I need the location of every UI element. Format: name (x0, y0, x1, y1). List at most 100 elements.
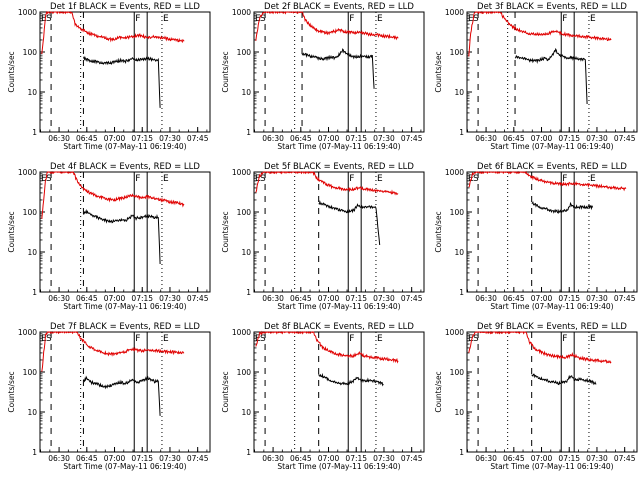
x-axis-label: Start Time (07-May-11 06:19:40) (63, 142, 186, 151)
y-tick-label: 1000 (232, 168, 251, 177)
x-tick-label: 07:00 (104, 454, 126, 463)
x-tick-label: 06:30 (262, 454, 284, 463)
plot-frame (39, 331, 211, 453)
marker-label-e: E (590, 14, 596, 24)
plot-frame (253, 11, 425, 133)
y-axis-label: Counts/sec (221, 51, 230, 92)
x-tick-label: 06:30 (48, 294, 70, 303)
marker-label-f: F (562, 334, 567, 344)
x-tick-label: 07:30 (159, 294, 181, 303)
y-axis-label: Counts/sec (7, 371, 16, 412)
marker-label-f: F (135, 174, 140, 184)
x-tick-label: 07:45 (614, 134, 636, 143)
lld-series-line (41, 10, 185, 55)
x-tick-label: 07:15 (345, 454, 367, 463)
x-tick-label: 06:45 (290, 454, 312, 463)
events-series-line (301, 48, 375, 89)
y-tick-label: 100 (237, 208, 252, 217)
y-tick-label: 1000 (232, 328, 251, 337)
y-tick-label: 1 (32, 288, 37, 297)
y-axis-label: Counts/sec (7, 51, 16, 92)
y-axis-label: Counts/sec (434, 51, 443, 92)
y-tick-label: 100 (450, 48, 465, 57)
lld-series-line (41, 170, 185, 219)
y-tick-label: 1 (32, 448, 37, 457)
y-tick-label: 1000 (18, 168, 37, 177)
y-tick-label: 100 (23, 208, 38, 217)
panel-title: Det 1f BLACK = Events, RED = LLD (50, 2, 200, 12)
panel-4: Det 4f BLACK = Events, RED = LLD 1 10 100 10… (7, 162, 211, 311)
events-series-line (318, 199, 381, 246)
y-tick-label: 10 (454, 248, 464, 257)
y-tick-label: 10 (27, 408, 37, 417)
y-tick-label: 10 (454, 88, 464, 97)
marker-label-s: S (260, 14, 266, 24)
marker-label-e: E (468, 14, 474, 24)
panel-1: Det 1f BLACK = Events, RED = LLD 1 10 100 10… (7, 2, 211, 151)
x-tick-label: 07:45 (614, 294, 636, 303)
y-tick-label: 1000 (18, 8, 37, 17)
x-tick-label: 07:00 (318, 134, 340, 143)
lld-series-line (41, 331, 185, 372)
x-tick-label: 06:45 (76, 294, 98, 303)
marker-label-s: S (473, 174, 479, 184)
plot-frame (253, 171, 425, 293)
panel-title: Det 6f BLACK = Events, RED = LLD (477, 162, 627, 172)
marker-label-e: E (163, 14, 169, 24)
lld-series-line (255, 330, 399, 364)
marker-label-f: F (349, 174, 354, 184)
y-tick-label: 10 (241, 248, 251, 257)
y-tick-label: 1 (32, 128, 37, 137)
marker-label-e: E (163, 174, 169, 184)
lld-series-line (255, 170, 399, 196)
y-axis-label: Counts/sec (221, 211, 230, 252)
y-tick-label: 100 (237, 48, 252, 57)
marker-label-f: F (135, 14, 140, 24)
x-axis-label: Start Time (07-May-11 06:19:40) (63, 462, 186, 471)
marker-label-e: E (377, 334, 383, 344)
y-tick-label: 100 (237, 368, 252, 377)
x-axis-label: Start Time (07-May-11 06:19:40) (277, 142, 400, 151)
events-series-line (83, 208, 161, 265)
plot-frame (466, 11, 638, 133)
x-tick-label: 07:30 (373, 294, 395, 303)
y-tick-label: 10 (27, 248, 37, 257)
events-series-line (82, 375, 161, 416)
x-tick-label: 07:45 (187, 454, 209, 463)
x-tick-label: 06:30 (475, 454, 497, 463)
y-tick-label: 10 (454, 408, 464, 417)
y-tick-label: 1000 (232, 8, 251, 17)
panel-9: Det 9f BLACK = Events, RED = LLD 1 10 100 10… (434, 322, 638, 471)
x-axis-label: Start Time (07-May-11 06:19:40) (277, 302, 400, 311)
y-axis-label: Counts/sec (7, 211, 16, 252)
y-tick-label: 10 (241, 88, 251, 97)
y-tick-label: 100 (450, 208, 465, 217)
x-tick-label: 06:45 (503, 294, 525, 303)
x-tick-label: 07:00 (531, 294, 553, 303)
marker-label-e: E (468, 334, 474, 344)
marker-label-e: E (255, 174, 261, 184)
x-tick-label: 07:30 (159, 134, 181, 143)
marker-label-e: E (590, 174, 596, 184)
panel-title: Det 4f BLACK = Events, RED = LLD (50, 162, 200, 172)
y-tick-label: 1 (246, 128, 251, 137)
y-tick-label: 1 (459, 128, 464, 137)
marker-label-e: E (41, 14, 47, 24)
events-series-line (318, 372, 384, 387)
x-tick-label: 06:30 (48, 454, 70, 463)
x-tick-label: 07:45 (187, 294, 209, 303)
events-series-line (531, 373, 597, 386)
x-tick-label: 07:45 (401, 454, 423, 463)
marker-label-s: S (46, 174, 52, 184)
x-tick-label: 07:00 (531, 454, 553, 463)
x-tick-label: 06:30 (475, 294, 497, 303)
marker-label-e: E (377, 174, 383, 184)
x-tick-label: 07:00 (104, 134, 126, 143)
x-tick-label: 07:30 (373, 134, 395, 143)
y-tick-label: 1 (246, 288, 251, 297)
plot-frame (466, 171, 638, 293)
x-tick-label: 06:30 (262, 294, 284, 303)
x-tick-label: 07:30 (586, 454, 608, 463)
panel-title: Det 8f BLACK = Events, RED = LLD (264, 322, 414, 332)
